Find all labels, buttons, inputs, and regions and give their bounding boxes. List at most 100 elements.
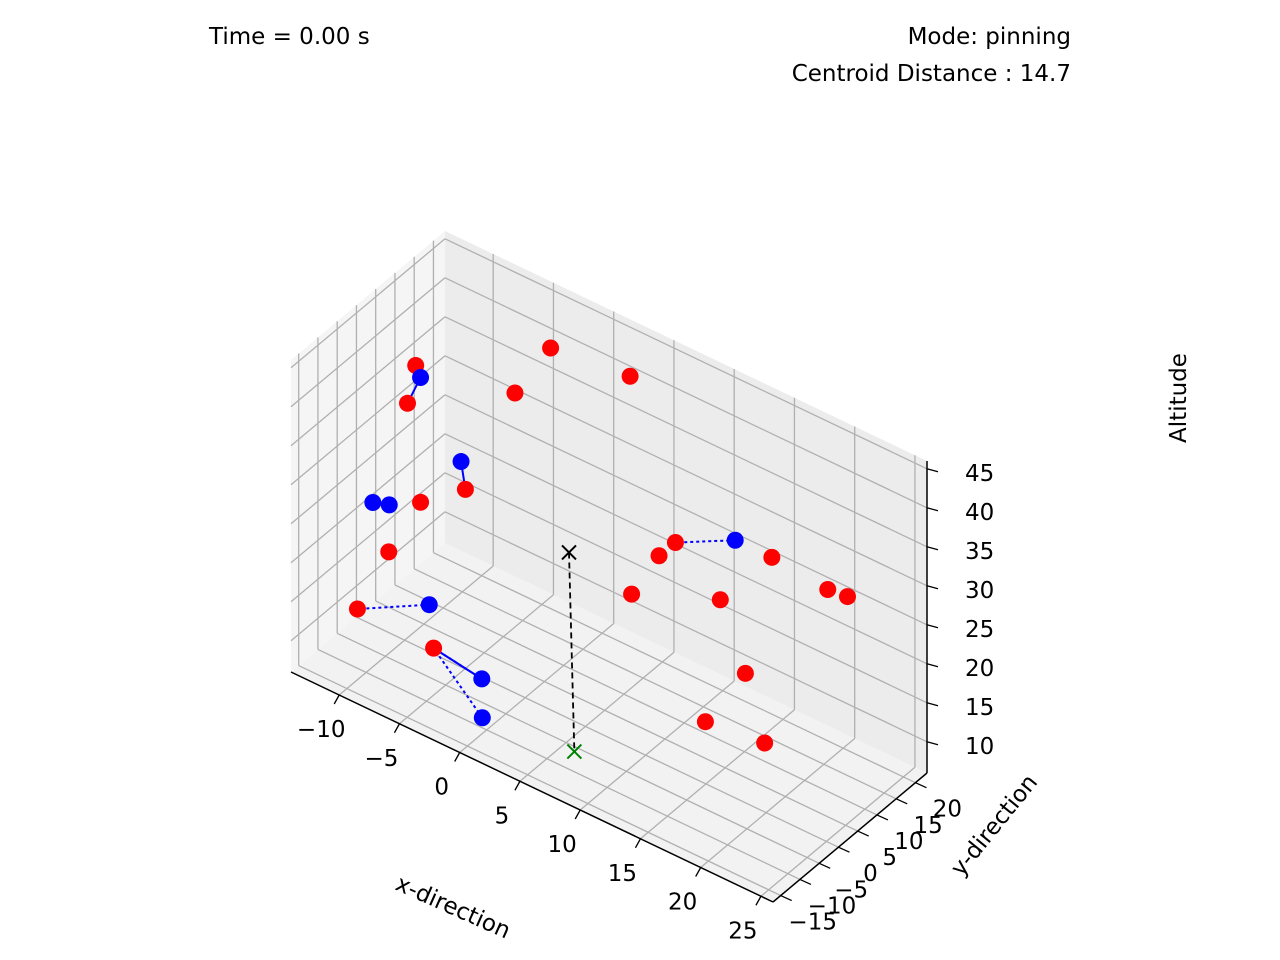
target-point [456,480,474,498]
grid-y-floor [394,584,878,816]
z-tick-label: 40 [965,500,994,526]
grid-y-floor [317,648,801,881]
mode-label: Mode: pinning [907,24,1071,50]
target-point [380,543,398,561]
x-axis-line [290,671,774,903]
left-pane [291,231,445,672]
y-axis-label: y-direction [946,770,1043,881]
y-tick-mark [895,798,908,805]
grid-z-left [290,316,446,447]
y-tick-label: 10 [894,829,923,855]
target-point [819,580,837,598]
back-pane [445,231,927,773]
y-tick-label: 15 [914,813,943,839]
dotted-link [675,539,736,544]
y-tick-mark [857,830,869,837]
x-tick-mark [695,867,702,877]
x-tick-label: 10 [548,832,577,858]
agent-point [726,531,744,549]
z-tick-mark [926,624,939,629]
dotted-link [432,647,484,719]
data-marks [348,339,856,760]
x-tick-label: −10 [297,717,346,743]
grid-z-back [444,394,928,626]
target-point [711,591,729,609]
target-point [839,588,856,606]
z-tick-label: 10 [965,734,994,760]
grid-z-left [290,238,446,369]
x-tick-label: 5 [495,803,510,829]
y-tick-mark [838,846,850,853]
floor-pane [291,543,927,902]
agent-point [452,453,470,471]
grid-z-back [444,511,928,743]
axis-lines [290,461,939,906]
z-tick-mark [926,741,939,746]
centroid-path-line [568,552,576,752]
x-tick-mark [755,895,762,906]
z-tick-label: 20 [965,656,994,682]
grid-z-left [290,277,446,408]
target-point [756,734,774,752]
z-tick-mark [926,585,939,590]
z-tick-label: 15 [965,695,994,721]
z-tick-mark [926,507,939,512]
grid-x-floor [399,594,554,725]
y-tick-label: 0 [863,861,878,887]
y-tick-label: −15 [788,910,837,936]
axes-panes [291,231,927,902]
y-tick-label: −10 [808,893,857,919]
x-tick-mark [574,809,581,820]
grid-x-floor [760,766,916,897]
y-tick-label: −5 [834,877,868,903]
grid-y-floor [298,664,781,897]
agent-point [412,369,430,386]
grid-lines [290,238,928,897]
centroid-distance-label: Centroid Distance : 14.7 [791,61,1071,87]
z-tick-label: 45 [965,461,994,487]
grid-y-floor [375,600,858,832]
y-tick-mark [780,894,792,902]
x-tick-label: 15 [608,861,637,887]
agent-point [364,494,382,512]
grid-z-back [444,316,928,548]
y-tick-mark [799,878,812,886]
grid-z-back [444,238,928,470]
x-tick-mark [514,780,521,791]
z-tick-mark [926,546,939,551]
target-point [399,394,416,412]
grid-z-back [444,355,928,587]
target-point [542,339,560,357]
x-tick-label: −5 [364,746,398,772]
grid-z-back [444,472,928,704]
x-tick-mark [333,694,340,705]
target-point [412,493,430,511]
target-point [736,664,754,682]
grid-z-back [444,277,928,509]
target-point [623,585,641,603]
z-axis-label: Altitude [1166,353,1192,443]
z-tick-mark [926,702,939,707]
agent-point [473,709,491,727]
grid-x-floor [579,680,735,811]
target-point [621,367,639,385]
x-tick-label: 20 [668,890,697,916]
target-point [506,384,524,402]
z-tick-label: 35 [965,539,994,565]
z-tick-label: 25 [965,617,994,643]
grid-y-floor [413,568,897,800]
grid-x-floor [459,623,615,753]
x-tick-label: 25 [728,918,757,944]
grid-x-floor [519,651,675,782]
agent-point [473,670,491,688]
grid-x-floor [338,565,494,696]
grid-z-back [444,433,928,665]
time-label: Time = 0.00 s [209,24,370,50]
grid-x-floor [640,709,795,840]
grid-y-floor [433,552,916,784]
grid-z-left [290,511,446,642]
target-point [763,548,781,566]
target-point [650,547,668,565]
